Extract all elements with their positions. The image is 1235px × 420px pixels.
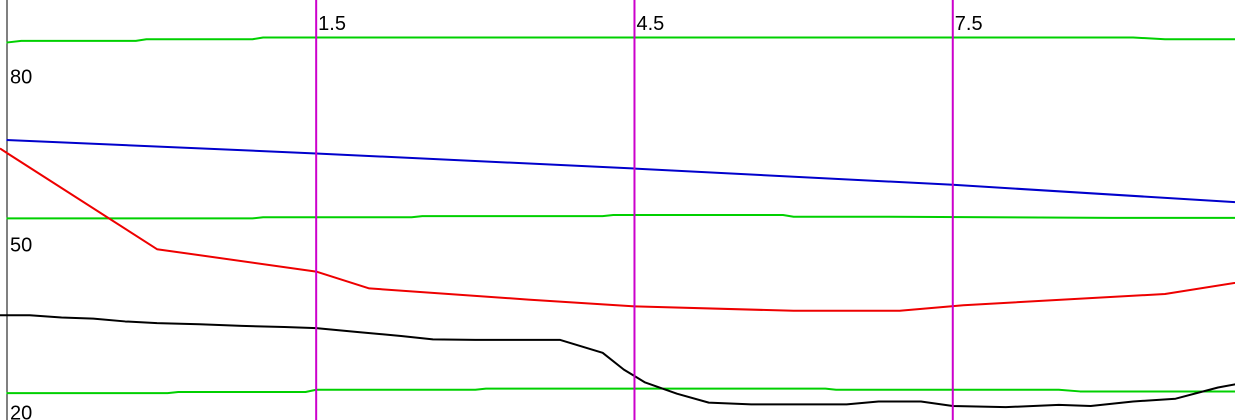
series-layer: [0, 36, 1235, 409]
x-tick-label: 4.5: [636, 13, 664, 35]
series-line-1: [6, 214, 1235, 220]
series-line-5: [0, 314, 1235, 409]
series-line-2: [6, 387, 1235, 395]
x-guide-layer: [315, 0, 954, 420]
x-tick-label: 7.5: [955, 13, 983, 35]
tick-layer: 1.5 4.5 7.5 80 50 20: [10, 13, 983, 420]
y-tick-label: 50: [10, 235, 32, 257]
series-line-0: [6, 36, 1235, 44]
series-line-4: [0, 147, 1235, 312]
y-tick-label: 20: [10, 403, 32, 420]
x-tick-label: 1.5: [318, 13, 346, 35]
y-tick-label: 80: [10, 67, 32, 89]
